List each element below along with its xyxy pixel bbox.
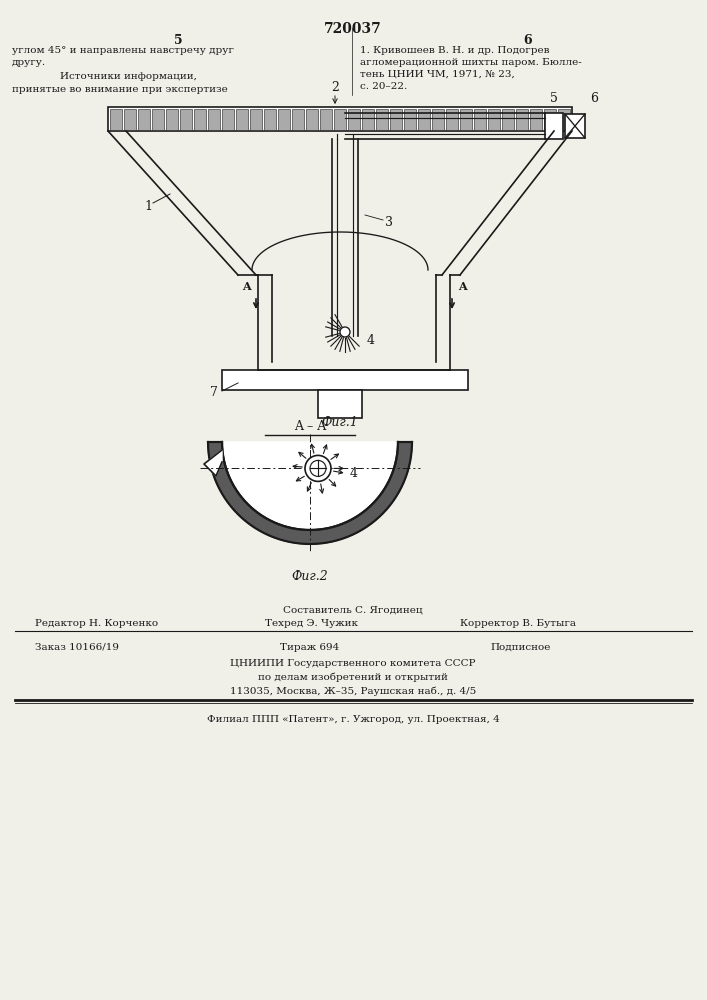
Text: 5: 5 [550,92,558,105]
Bar [110,108,122,129]
Bar [138,108,150,129]
Bar [446,108,458,129]
Text: 5: 5 [174,34,182,47]
Text: 3: 3 [385,216,393,229]
Text: другу.: другу. [12,58,46,67]
Text: 4: 4 [367,334,375,347]
Bar [432,108,444,129]
Bar [404,108,416,129]
Bar [180,108,192,129]
Text: Филиал ППП «Патент», г. Ужгород, ул. Проектная, 4: Филиал ППП «Патент», г. Ужгород, ул. Про… [206,715,499,724]
Polygon shape [208,442,412,544]
Circle shape [310,460,326,476]
Text: Фиг.1: Фиг.1 [322,416,358,428]
Bar [565,114,585,138]
Bar [418,108,430,129]
Circle shape [305,455,331,481]
Bar [460,108,472,129]
Bar [124,108,136,129]
Bar [558,108,570,129]
Bar [348,108,360,129]
Bar [530,108,542,129]
Bar [264,108,276,129]
Bar [194,108,206,129]
Bar [222,370,468,390]
Text: Корректор В. Бутыга: Корректор В. Бутыга [460,619,576,628]
Bar [488,108,500,129]
Text: Техред Э. Чужик: Техред Э. Чужик [265,619,358,628]
Text: Источники информации,: Источники информации, [60,72,197,81]
Text: углом 45° и направлены навстречу друг: углом 45° и направлены навстречу друг [12,46,234,55]
Bar [318,390,362,418]
Text: 7: 7 [210,385,218,398]
Bar [278,108,290,129]
Bar [362,108,374,129]
Circle shape [340,327,350,337]
Text: принятые во внимание при экспертизе: принятые во внимание при экспертизе [12,85,228,94]
Text: A: A [457,281,467,292]
Bar [236,108,248,129]
Text: 6: 6 [524,34,532,47]
Text: Подписное: Подписное [490,643,550,652]
Text: A – A: A – A [294,420,326,433]
Bar [474,108,486,129]
Text: A: A [242,281,250,292]
Bar [306,108,318,129]
Polygon shape [204,450,222,476]
Text: 6: 6 [590,92,598,105]
Bar [320,108,332,129]
Bar [544,108,556,129]
Polygon shape [222,442,398,530]
Bar [292,108,304,129]
Bar [376,108,388,129]
Text: 1. Кривошеев В. Н. и др. Подогрев: 1. Кривошеев В. Н. и др. Подогрев [360,46,549,55]
Text: 2: 2 [331,81,339,94]
Bar [502,108,514,129]
Text: ЦНИИПИ Государственного комитета СССР: ЦНИИПИ Государственного комитета СССР [230,659,476,668]
Text: 720037: 720037 [324,22,382,36]
Text: 4: 4 [350,467,358,480]
Bar [222,108,234,129]
Text: тень ЦНИИ ЧМ, 1971, № 23,: тень ЦНИИ ЧМ, 1971, № 23, [360,70,515,79]
Text: Составитель С. Ягодинец: Составитель С. Ягодинец [284,605,423,614]
Bar [108,107,572,131]
Text: Тираж 694: Тираж 694 [280,643,339,652]
Text: Фиг.2: Фиг.2 [291,570,328,584]
Text: Редактор Н. Корченко: Редактор Н. Корченко [35,619,158,628]
Bar [250,108,262,129]
Text: 1: 1 [144,200,152,214]
Bar [152,108,164,129]
Text: 113035, Москва, Ж–35, Раушская наб., д. 4/5: 113035, Москва, Ж–35, Раушская наб., д. … [230,687,476,696]
Bar [166,108,178,129]
Bar [208,108,220,129]
Bar [545,113,563,139]
Bar [390,108,402,129]
Text: с. 20–22.: с. 20–22. [360,82,407,91]
Bar [334,108,346,129]
Text: агломерационной шихты паром. Бюлле-: агломерационной шихты паром. Бюлле- [360,58,582,67]
Text: Заказ 10166/19: Заказ 10166/19 [35,643,119,652]
Bar [516,108,528,129]
Text: по делам изобретений и открытий: по делам изобретений и открытий [258,673,448,682]
